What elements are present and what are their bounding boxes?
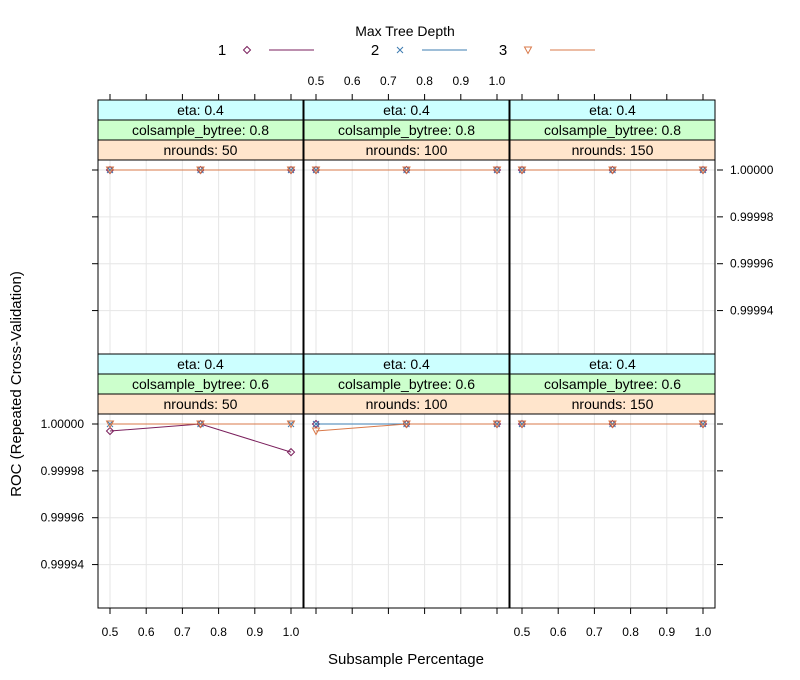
- data-point-3: [311, 166, 321, 175]
- data-point-3: [492, 420, 502, 429]
- data-point-3: [698, 166, 708, 175]
- data-point-2: [312, 420, 320, 428]
- x-tick-label-top: 0.8: [416, 74, 433, 88]
- y-tick-label: 0.99994: [41, 558, 85, 572]
- x-tick-label: 0.9: [246, 625, 263, 639]
- data-point-3: [517, 166, 527, 175]
- legend-title: Max Tree Depth: [355, 23, 455, 39]
- x-tick-label: 0.5: [514, 625, 531, 639]
- x-tick-label: 0.9: [658, 625, 675, 639]
- data-point-3: [286, 420, 296, 429]
- legend-item-2: 2: [371, 42, 467, 59]
- strip-label: eta: 0.4: [383, 102, 430, 118]
- data-point-3: [286, 166, 296, 175]
- y-tick-label: 0.99998: [41, 464, 85, 478]
- x-tick-label-top: 0.7: [380, 74, 397, 88]
- panel-border: [303, 159, 510, 355]
- strip-label: colsample_bytree: 0.6: [544, 376, 681, 392]
- panel-2: eta: 0.4 colsample_bytree: 0.6 nrounds: 10…: [303, 353, 510, 609]
- x-tick-label: 1.0: [283, 625, 300, 639]
- legend-marker: [242, 45, 252, 55]
- y-tick-label: 0.99996: [41, 511, 85, 525]
- legend-item-3: 3: [499, 42, 595, 59]
- data-point-3: [698, 420, 708, 429]
- x-tick-label-top: 0.6: [344, 74, 361, 88]
- data-point-1: [311, 419, 321, 429]
- strip-label: nrounds: 150: [572, 396, 654, 412]
- y-axis-label: ROC (Repeated Cross-Validation): [8, 271, 25, 497]
- x-tick-label: 0.7: [174, 625, 191, 639]
- panel-border: [303, 413, 510, 609]
- strip-label: colsample_bytree: 0.6: [132, 376, 269, 392]
- legend-item-1: 1: [218, 42, 314, 59]
- data-point-3: [105, 420, 115, 429]
- data-point-3: [105, 166, 115, 175]
- series-line-3: [315, 423, 497, 432]
- strip-label: nrounds: 150: [572, 142, 654, 158]
- legend-label: 2: [371, 42, 379, 59]
- data-point-1: [105, 426, 115, 436]
- x-tick-label-top: 0.9: [452, 74, 469, 88]
- y-tick-label-right: 0.99996: [730, 257, 774, 271]
- x-tick-label: 0.8: [210, 625, 227, 639]
- data-point-3: [492, 166, 502, 175]
- panel-border: [97, 159, 304, 355]
- legend-label: 1: [218, 42, 226, 59]
- data-point-1: [286, 447, 296, 457]
- panel-4: eta: 0.4 colsample_bytree: 0.8 nrounds: 50: [97, 99, 304, 355]
- axes: 0.5 0.6 0.7 0.8 0.9 1.0 0.5 0.6 0.7 0.8 0.9 1.0 0.5 0…: [41, 74, 774, 639]
- strip-label: eta: 0.4: [177, 102, 224, 118]
- panel-5: eta: 0.4 colsample_bytree: 0.8 nrounds: 10…: [303, 99, 510, 355]
- x-tick-label: 1.0: [695, 625, 712, 639]
- data-point-3: [608, 420, 617, 429]
- data-point-3: [311, 427, 321, 436]
- strip-label: colsample_bytree: 0.6: [338, 376, 475, 392]
- legend-marker: [523, 46, 533, 55]
- strip-label: colsample_bytree: 0.8: [544, 122, 681, 138]
- strip-label: colsample_bytree: 0.8: [132, 122, 269, 138]
- strip-label: nrounds: 100: [366, 142, 448, 158]
- x-tick-label: 0.6: [138, 625, 155, 639]
- legend-marker: [396, 46, 404, 54]
- x-axis-label: Subsample Percentage: [328, 651, 484, 668]
- legend: Max Tree Depth 1 2 3: [218, 23, 595, 59]
- panels: eta: 0.4 colsample_bytree: 0.6 nrounds: 50…: [97, 99, 716, 609]
- x-tick-label-top: 1.0: [489, 74, 506, 88]
- data-point-3: [196, 166, 205, 175]
- panel-6: eta: 0.4 colsample_bytree: 0.8 nrounds: 15…: [509, 99, 716, 355]
- strip-label: colsample_bytree: 0.8: [338, 122, 475, 138]
- y-tick-label-right: 0.99994: [730, 304, 774, 318]
- strip-label: nrounds: 50: [164, 142, 238, 158]
- legend-label: 3: [499, 42, 507, 59]
- y-tick-label: 1.00000: [41, 417, 85, 431]
- strip-label: eta: 0.4: [177, 356, 224, 372]
- strip-label: eta: 0.4: [383, 356, 430, 372]
- x-tick-label: 0.7: [586, 625, 603, 639]
- panel-1: eta: 0.4 colsample_bytree: 0.6 nrounds: 50: [97, 353, 304, 609]
- strip-label: nrounds: 100: [366, 396, 448, 412]
- strip-label: eta: 0.4: [589, 356, 636, 372]
- data-point-3: [517, 420, 527, 429]
- x-tick-label: 0.6: [550, 625, 567, 639]
- plot-frame: [97, 99, 716, 609]
- x-tick-label-top: 0.5: [308, 74, 325, 88]
- strip-label: nrounds: 50: [164, 396, 238, 412]
- x-tick-label: 0.8: [622, 625, 639, 639]
- strip-label: eta: 0.4: [589, 102, 636, 118]
- data-point-3: [402, 166, 411, 175]
- data-point-3: [196, 420, 205, 429]
- y-tick-label-right: 0.99998: [730, 210, 774, 224]
- data-point-3: [608, 166, 617, 175]
- data-point-3: [402, 420, 411, 429]
- x-tick-label: 0.5: [102, 625, 119, 639]
- y-tick-label-right: 1.00000: [730, 163, 774, 177]
- panel-border: [509, 413, 716, 609]
- panel-3: eta: 0.4 colsample_bytree: 0.6 nrounds: 15…: [509, 353, 716, 609]
- panel-border: [97, 413, 304, 609]
- panel-border: [509, 159, 716, 355]
